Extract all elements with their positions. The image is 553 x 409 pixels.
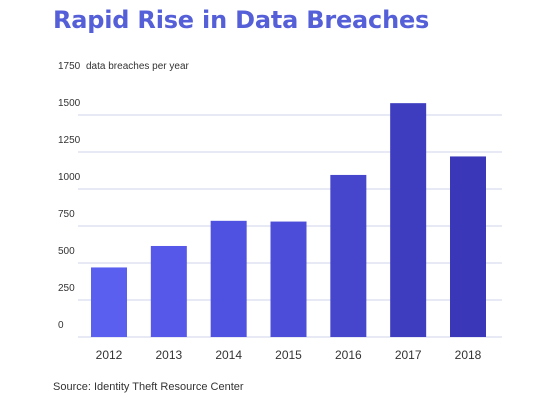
bar-2017 <box>390 103 427 337</box>
x-tick-label-2017: 2017 <box>395 348 422 362</box>
bar-2012 <box>91 267 127 337</box>
bar-2014 <box>210 220 247 337</box>
x-tick-label-2012: 2012 <box>96 348 123 362</box>
y-tick-label: 1250 <box>58 135 81 146</box>
y-tick-label: 1000 <box>58 172 81 183</box>
y-tick-label: 0 <box>58 320 64 331</box>
y-axis-ticks: 0 250 500 750 1000 1250 1500 1750 <box>58 61 81 331</box>
x-tick-label-2014: 2014 <box>215 348 242 362</box>
y-axis-label: data breaches per year <box>86 61 190 72</box>
chart-title: Rapid Rise in Data Breaches <box>53 6 430 34</box>
x-axis-ticks: 2012 2013 2014 2015 2016 2017 2018 <box>96 348 482 362</box>
source-note: Source: Identity Theft Resource Center <box>53 381 244 393</box>
y-tick-label: 750 <box>58 209 75 220</box>
y-tick-label: 1750 <box>58 61 81 72</box>
x-tick-label-2018: 2018 <box>455 348 482 362</box>
y-tick-label: 250 <box>58 283 75 294</box>
y-tick-label: 500 <box>58 246 75 257</box>
x-tick-label-2013: 2013 <box>155 348 182 362</box>
bar-2015 <box>270 221 307 337</box>
y-tick-label: 1500 <box>58 98 81 109</box>
x-tick-label-2015: 2015 <box>275 348 302 362</box>
bars <box>91 103 486 337</box>
bar-2013 <box>150 245 187 337</box>
bar-2016 <box>330 174 367 337</box>
bar-2018 <box>450 156 486 337</box>
x-tick-label-2016: 2016 <box>335 348 362 362</box>
